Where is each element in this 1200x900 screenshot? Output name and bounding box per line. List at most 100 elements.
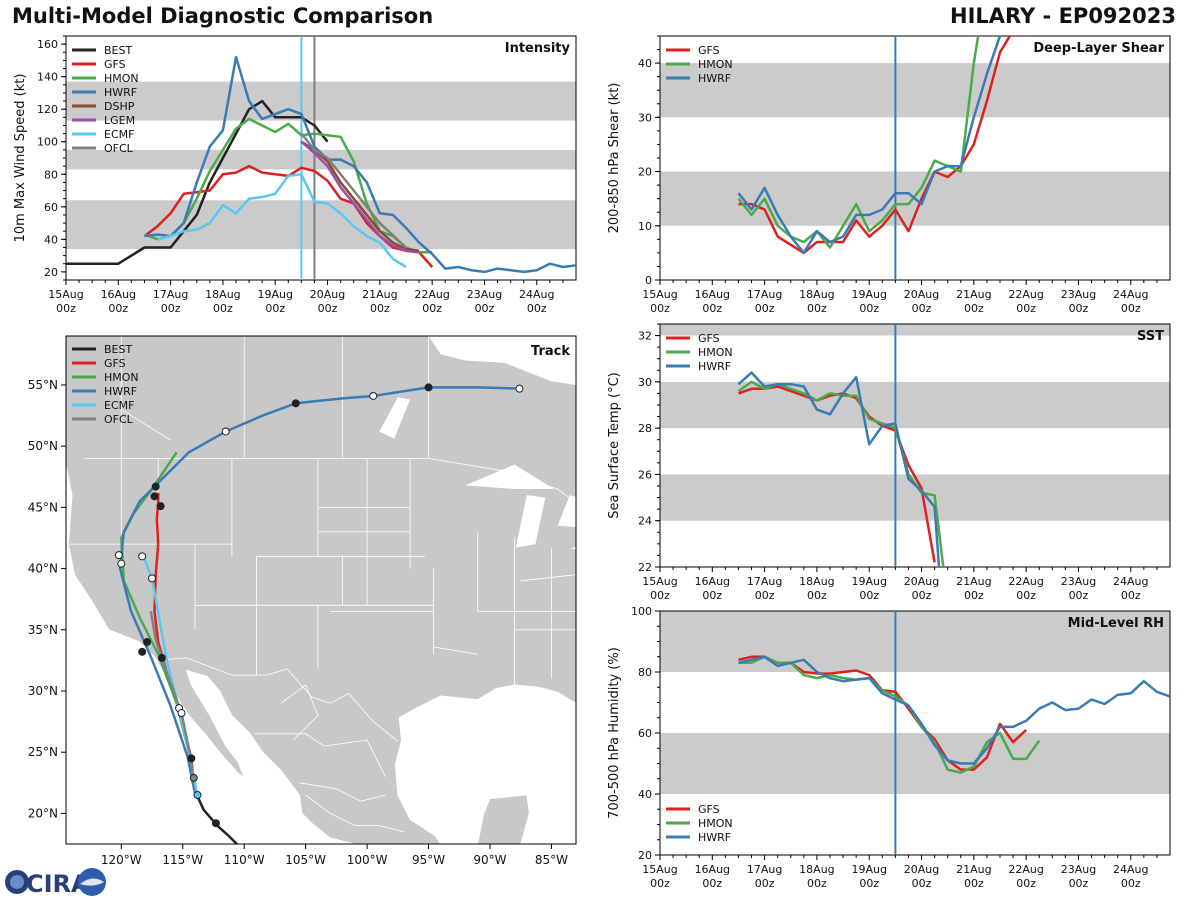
mx-state-border-2 <box>305 794 405 833</box>
shear-xtick-label-date: 20Aug <box>904 288 939 301</box>
shear-xtick-label-date: 18Aug <box>799 288 834 301</box>
intensity-xtick-label-hour: 00z <box>265 302 285 315</box>
sst-y-axis-label: Sea Surface Temp (°C) <box>607 372 622 519</box>
intensity-chart: 15Aug00z16Aug00z17Aug00z18Aug00z19Aug00z… <box>13 35 577 315</box>
sst-xtick-label-hour: 00z <box>807 589 827 602</box>
track-legend-label-gfs: GFS <box>104 357 126 370</box>
rh-xtick-label-hour: 00z <box>912 877 932 890</box>
rh-xtick-label-date: 22Aug <box>1008 863 1043 876</box>
water-great-lake-1 <box>515 495 546 548</box>
track-xtick-label: 85°W <box>535 853 568 867</box>
sst-xtick-label-hour: 00z <box>1121 589 1141 602</box>
intensity-xtick-label-hour: 00z <box>213 302 233 315</box>
shear-ytick-label: 0 <box>645 274 652 287</box>
shear-xtick-label-date: 24Aug <box>1113 288 1148 301</box>
rh-xtick-label-date: 17Aug <box>747 863 782 876</box>
track-ytick-label: 55°N <box>28 378 58 392</box>
water-great-lake-0 <box>465 464 554 490</box>
shear-xtick-label-date: 17Aug <box>747 288 782 301</box>
shear-xtick-label-hour: 00z <box>1016 302 1036 315</box>
page-title: Multi-Model Diagnostic Comparison <box>12 4 434 28</box>
rh-ytick-label: 100 <box>631 605 652 618</box>
track-marker-hmon <box>150 492 159 501</box>
rh-band-0 <box>660 733 1170 794</box>
sst-plot-frame <box>659 323 1171 568</box>
sst-ytick-label: 30 <box>638 376 652 389</box>
intensity-panel-title: Intensity <box>505 41 571 56</box>
rh-ytick-label: 60 <box>638 727 652 740</box>
rh-ytick-label: 40 <box>638 788 652 801</box>
intensity-series-ecmf <box>157 173 407 269</box>
shear-xtick-label-date: 22Aug <box>1008 288 1043 301</box>
intensity-legend-label-dshp: DSHP <box>104 100 135 113</box>
deep-layer-shear-chart: 15Aug00z16Aug00z17Aug00z18Aug00z19Aug00z… <box>607 35 1171 315</box>
rh-xtick-label-hour: 00z <box>650 877 670 890</box>
track-marker-hwrf <box>221 427 230 436</box>
shear-xtick-label-date: 19Aug <box>851 288 886 301</box>
shear-xtick-label-hour: 00z <box>650 302 670 315</box>
mx-state-border-1 <box>299 782 386 802</box>
shear-xtick-label-date: 16Aug <box>695 288 730 301</box>
intensity-xtick-label-hour: 00z <box>475 302 495 315</box>
sst-legend-label-hmon: HMON <box>698 346 733 359</box>
intensity-xtick-label-hour: 00z <box>56 302 76 315</box>
sst-ytick-label: 32 <box>638 330 652 343</box>
water-great-lake-2 <box>557 495 576 528</box>
sst-series-hwrf <box>737 371 941 567</box>
shear-series-gfs <box>738 36 1012 255</box>
sst-xtick-label-date: 17Aug <box>747 575 782 588</box>
track-panel-title: Track <box>531 344 570 359</box>
track-marker-hwrf <box>515 384 524 393</box>
track-xtick-label: 115°W <box>162 853 203 867</box>
shear-ytick-label: 40 <box>638 57 652 70</box>
sst-xtick-label-date: 18Aug <box>799 575 834 588</box>
sst-band-0 <box>660 474 1170 521</box>
track-series-hwrf <box>118 386 520 795</box>
sst-xtick-label-hour: 00z <box>1016 589 1036 602</box>
sst-xtick-label-date: 21Aug <box>956 575 991 588</box>
rh-xtick-label-date: 23Aug <box>1061 863 1096 876</box>
track-ytick-label: 25°N <box>28 745 58 759</box>
intensity-series-hwrf <box>144 55 576 274</box>
intensity-ytick-label: 140 <box>37 71 58 84</box>
shear-xtick-label-date: 15Aug <box>642 288 677 301</box>
intensity-legend-label-ofcl: OFCL <box>104 142 134 155</box>
track-marker-ecmf <box>117 559 126 568</box>
rh-xtick-label-date: 15Aug <box>642 863 677 876</box>
intensity-series-ofcl <box>300 132 407 249</box>
intensity-series-best <box>66 99 329 265</box>
sst-xtick-label-hour: 00z <box>702 589 722 602</box>
rh-xtick-label-hour: 00z <box>755 877 775 890</box>
water-lake-winnipeg <box>379 397 411 439</box>
sst-xtick-label-date: 19Aug <box>851 575 886 588</box>
intensity-ytick-label: 60 <box>44 201 58 214</box>
track-marker-ecmf <box>177 709 186 718</box>
rh-xtick-label-date: 19Aug <box>851 863 886 876</box>
track-legend-label-hwrf: HWRF <box>104 385 137 398</box>
shear-xtick-label-date: 23Aug <box>1061 288 1096 301</box>
track-xtick-label: 90°W <box>473 853 506 867</box>
rh-xtick-label-hour: 00z <box>1121 877 1141 890</box>
sst-chart: 15Aug00z16Aug00z17Aug00z18Aug00z19Aug00z… <box>607 323 1171 602</box>
track-marker-hwrf <box>151 482 160 491</box>
track-plot-frame <box>65 335 577 845</box>
intensity-legend-label-hmon: HMON <box>104 72 139 85</box>
track-xtick-label: 105°W <box>285 853 326 867</box>
shear-ytick-label: 10 <box>638 220 652 233</box>
intensity-xtick-label-date: 17Aug <box>153 288 188 301</box>
intensity-xtick-label-date: 15Aug <box>48 288 83 301</box>
track-marker-hwrf <box>291 399 300 408</box>
intensity-xtick-label-hour: 00z <box>370 302 390 315</box>
track-marker-ecmf <box>138 552 147 561</box>
track-xtick-label: 100°W <box>347 853 388 867</box>
shear-xtick-label-hour: 00z <box>859 302 879 315</box>
intensity-xtick-label-date: 18Aug <box>205 288 240 301</box>
track-ytick-label: 45°N <box>28 500 58 514</box>
sst-xtick-label-date: 22Aug <box>1008 575 1043 588</box>
sst-xtick-label-hour: 00z <box>1069 589 1089 602</box>
state-border-ew-10 <box>520 574 576 582</box>
track-marker-ecmf <box>193 791 202 800</box>
rh-xtick-label-hour: 00z <box>702 877 722 890</box>
track-marker-hwrf <box>424 383 433 392</box>
shear-ytick-label: 20 <box>638 166 652 179</box>
